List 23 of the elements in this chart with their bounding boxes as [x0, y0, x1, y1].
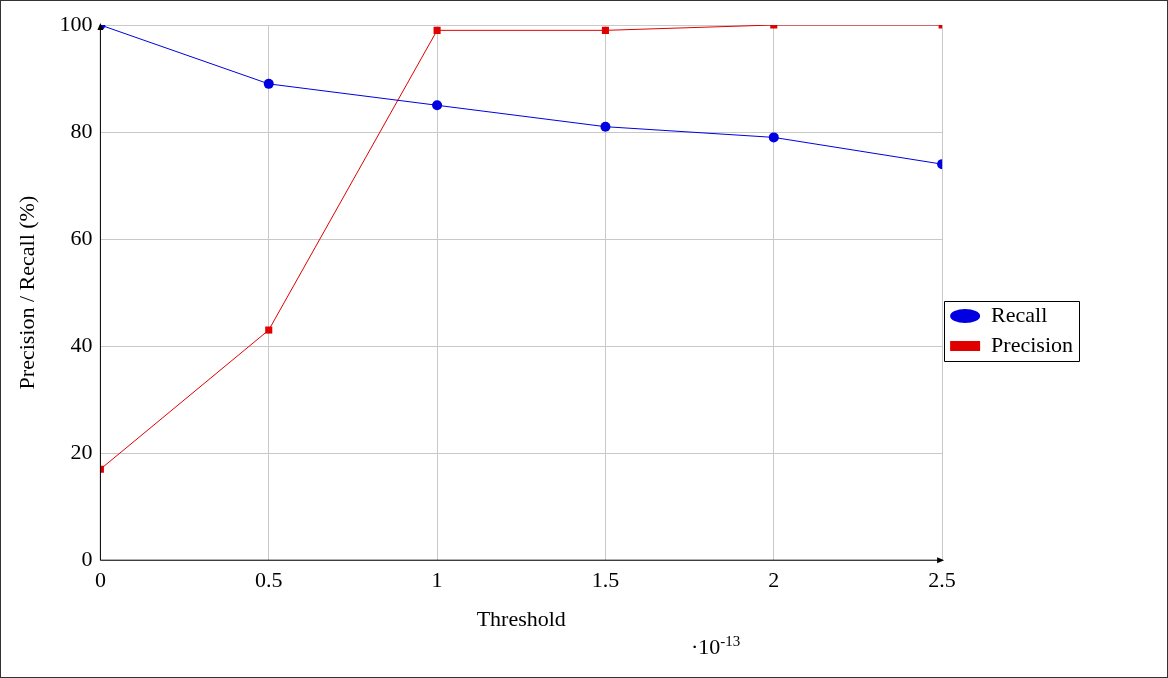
x-tick-label: 2.5	[928, 567, 956, 593]
y-axis-title: Precision / Recall (%)	[13, 195, 39, 390]
legend-label: Precision	[991, 331, 1074, 357]
text: ·10$^{-13}$	[691, 633, 741, 661]
point	[265, 326, 273, 334]
legend-label: Recall	[991, 301, 1048, 327]
y-tick-label: 0	[81, 545, 93, 571]
y-tick-label: 40	[70, 331, 93, 357]
x-tick-label: 2	[768, 567, 780, 593]
y-tick-label: 80	[70, 117, 93, 143]
point	[433, 26, 441, 34]
y-tick-label: 20	[70, 438, 93, 464]
point	[601, 26, 609, 34]
point	[600, 121, 611, 132]
point	[263, 78, 274, 89]
point	[432, 100, 443, 111]
point	[768, 132, 779, 143]
x-axis-title: Threshold	[476, 605, 566, 631]
x-tick-label: 1	[431, 567, 443, 593]
x-tick-label: 0.5	[254, 567, 283, 593]
y-tick-label: 100	[59, 10, 93, 36]
x-tick-label: 1.5	[591, 567, 620, 593]
y-tick-label: 60	[70, 224, 93, 250]
